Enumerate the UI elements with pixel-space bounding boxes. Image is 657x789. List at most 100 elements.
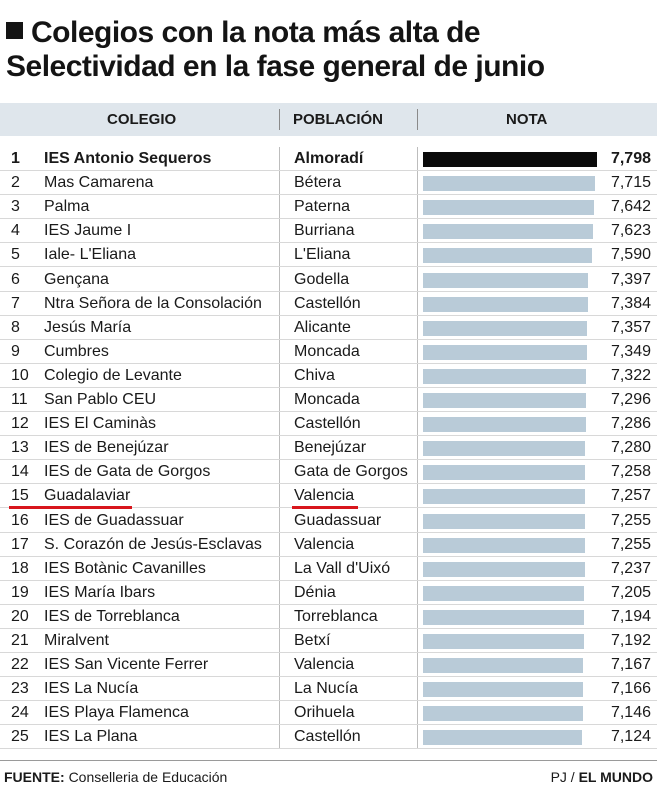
colegio-label: Ntra Señora de la Consolación [44,294,262,312]
colegio-label: San Pablo CEU [44,391,157,408]
poblacion-label: L'Eliana [294,246,351,264]
colegio-label: Mas Camarena [44,174,154,192]
nota-bar [423,441,586,457]
poblacion-label: Torreblanca [294,607,378,625]
poblacion-label: Castellón [294,415,361,433]
row-divider [0,411,657,412]
nota-value-label: 7,642 [610,198,651,216]
poblacion-label: Almoradí [294,150,364,167]
rank-label: 2 [11,174,20,192]
table-row: 3 Palma Paterna 7,642 [0,195,657,220]
nota-value-label: 7,124 [610,728,651,746]
poblacion-label: Paterna [294,198,351,216]
nota-bar [423,682,583,698]
poblacion-label: Chiva [294,366,335,384]
rank-label: 16 [11,511,29,529]
rank-label: 5 [11,246,20,264]
source-value: Conselleria de Educación [68,769,228,785]
nota-bar [423,176,596,192]
row-divider [0,579,657,581]
title-square-icon [6,22,23,39]
nota-value-label: 7,397 [610,270,651,288]
header-colegio: COLEGIO [107,111,177,128]
nota-bar [423,609,584,625]
table-row: 22 IES San Vicente Ferrer Valencia 7,167 [0,653,657,678]
nota-bar [423,585,584,601]
nota-value-label: 7,357 [610,318,651,336]
table-header: COLEGIO POBLACIÓN NOTA [0,103,657,136]
poblacion-label: Castellón [294,728,361,746]
row-divider [0,724,657,726]
table-row: 12 IES El Caminàs Castellón 7,286 [0,412,657,437]
table-row: 24 IES Playa Flamenca Orihuela 7,146 [0,701,657,726]
rank-label: 21 [11,632,29,649]
poblacion-label: Alicante [294,318,351,336]
table-row: 6 Gençana Godella 7,397 [0,268,657,292]
colegio-label: Jesús María [44,318,132,336]
rank-label: 25 [11,728,29,746]
colegio-label: IES Botànic Cavanilles [44,559,206,577]
row-divider [0,459,657,461]
table-row: 14 IES de Gata de Gorgos Gata de Gorgos 7,2… [0,460,657,485]
colegio-label: IES de Benejúzar [44,439,169,457]
nota-value-label: 7,237 [610,559,651,577]
nota-value-label: 7,146 [610,704,651,722]
nota-bar [423,320,588,336]
table-row: 17 S. Corazón de Jesús-Esclavas Valencia 7,… [0,533,657,557]
poblacion-label: Godella [294,270,350,288]
colegio-label: Iale- L'Eliana [44,246,136,264]
nota-bar [423,296,588,312]
rank-label: 15 [11,487,29,505]
row-divider [0,627,657,629]
rank-label: 17 [11,535,29,553]
table-row: 4 IES Jaume I Burriana 7,623 [0,219,657,244]
rank-label: 23 [11,680,29,698]
colegio-label: Colegio de Levante [44,366,182,384]
rank-label: 1 [11,150,20,167]
colegio-label: S. Corazón de Jesús-Esclavas [44,535,262,553]
nota-value-label: 7,255 [610,535,651,553]
colegio-label: Palma [44,198,90,216]
poblacion-label: La Vall d'Uixó [294,559,391,577]
poblacion-label: Bétera [294,174,342,192]
row-divider [0,483,657,485]
rank-label: 24 [11,704,29,722]
colegio-label: IES Jaume I [44,222,132,240]
rank-label: 12 [11,415,29,433]
row-divider [0,748,657,750]
header-poblacion: POBLACIÓN [293,111,383,128]
poblacion-label: Guadassuar [294,511,382,529]
rank-label: 18 [11,559,29,577]
colegio-label: IES de Gata de Gorgos [44,463,211,481]
table-row: 11 San Pablo CEU Moncada 7,296 [0,388,657,412]
rank-label: 6 [11,270,20,288]
source-label: FUENTE: [4,769,65,785]
rank-label: 7 [11,294,20,312]
poblacion-label: La Nucía [294,680,359,698]
row-divider [0,218,657,220]
nota-bar [423,152,597,167]
row-divider [0,603,657,605]
nota-bar [423,706,583,722]
highlight-underline [292,506,359,510]
colegio-label: IES San Vicente Ferrer [44,656,209,674]
nota-value-label: 7,590 [610,246,651,264]
nota-value-label: 7,384 [610,294,651,312]
colegio-label: IES de Guadassuar [44,511,184,529]
column-divider [279,147,280,749]
nota-bar [423,537,585,553]
row-divider [0,676,657,678]
colegio-label: IES María Ibars [44,583,156,601]
colegio-label: Guadalaviar [44,487,131,505]
nota-bar [423,248,593,264]
nota-value-label: 7,280 [610,439,651,457]
poblacion-label: Betxí [294,632,331,649]
rank-label: 10 [11,366,29,384]
row-divider [0,362,657,364]
table-row: 13 IES de Benejúzar Benejúzar 7,280 [0,436,657,461]
table-row: 5 Iale- L'Eliana L'Eliana 7,590 [0,243,657,268]
colegio-label: IES Antonio Sequeros [44,150,212,167]
table-row: 19 IES María Ibars Dénia 7,205 [0,581,657,605]
row-divider [0,555,657,557]
footer-credit: PJ / EL MUNDO [551,768,653,786]
